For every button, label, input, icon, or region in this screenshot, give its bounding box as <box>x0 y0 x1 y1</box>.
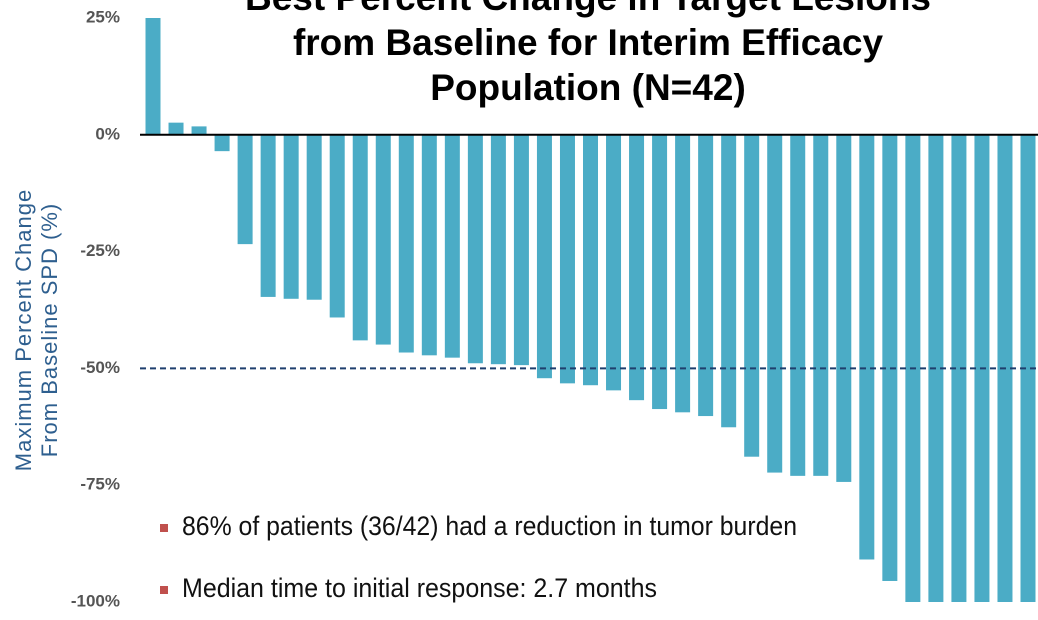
chart-title: Best Percent Change in Target Lesions <box>245 0 931 18</box>
annotation: Median time to initial response: 2.7 mon… <box>182 573 657 603</box>
bar <box>168 122 184 135</box>
bar <box>583 134 598 386</box>
bar <box>191 126 207 135</box>
bar <box>1020 134 1036 603</box>
bar <box>859 134 875 560</box>
y-axis-label: Maximum Percent Change <box>11 189 36 471</box>
annotation: 86% of patients (36/42) had a reduction … <box>182 511 797 541</box>
bar <box>836 134 852 482</box>
bar <box>513 134 529 366</box>
bar <box>675 134 691 413</box>
bar <box>951 134 967 603</box>
y-axis-label: From Baseline SPD (%) <box>37 203 62 458</box>
bar <box>744 134 760 457</box>
bar <box>214 134 230 152</box>
bullet <box>160 586 168 594</box>
y-tick-label: 25% <box>86 7 120 26</box>
bar <box>421 134 437 356</box>
bullet <box>160 524 168 532</box>
bar <box>536 134 552 379</box>
chart-title: Population (N=42) <box>430 67 746 108</box>
bar <box>352 134 368 341</box>
bar <box>767 134 783 473</box>
bar <box>629 134 645 401</box>
bar <box>813 134 829 476</box>
y-tick-label: -25% <box>80 241 120 260</box>
bar <box>652 134 668 410</box>
y-tick-label: -50% <box>80 358 120 377</box>
y-tick-label: 0% <box>95 124 120 143</box>
bar <box>329 134 345 318</box>
y-tick-label: -75% <box>80 475 120 494</box>
bar <box>698 134 714 417</box>
bar <box>467 134 483 364</box>
bar <box>882 134 898 581</box>
bar <box>145 18 161 135</box>
bar <box>444 134 460 358</box>
bar <box>606 134 622 391</box>
bar <box>283 134 299 299</box>
bar <box>559 134 575 384</box>
bar <box>237 134 253 245</box>
bar <box>375 134 391 345</box>
bar <box>306 134 322 300</box>
bar <box>398 134 414 353</box>
y-tick-label: -100% <box>71 591 120 610</box>
bar <box>490 134 506 365</box>
bar <box>790 134 806 476</box>
bar <box>260 134 276 297</box>
chart-title: from Baseline for Interim Efficacy <box>293 22 884 63</box>
bar <box>721 134 737 428</box>
